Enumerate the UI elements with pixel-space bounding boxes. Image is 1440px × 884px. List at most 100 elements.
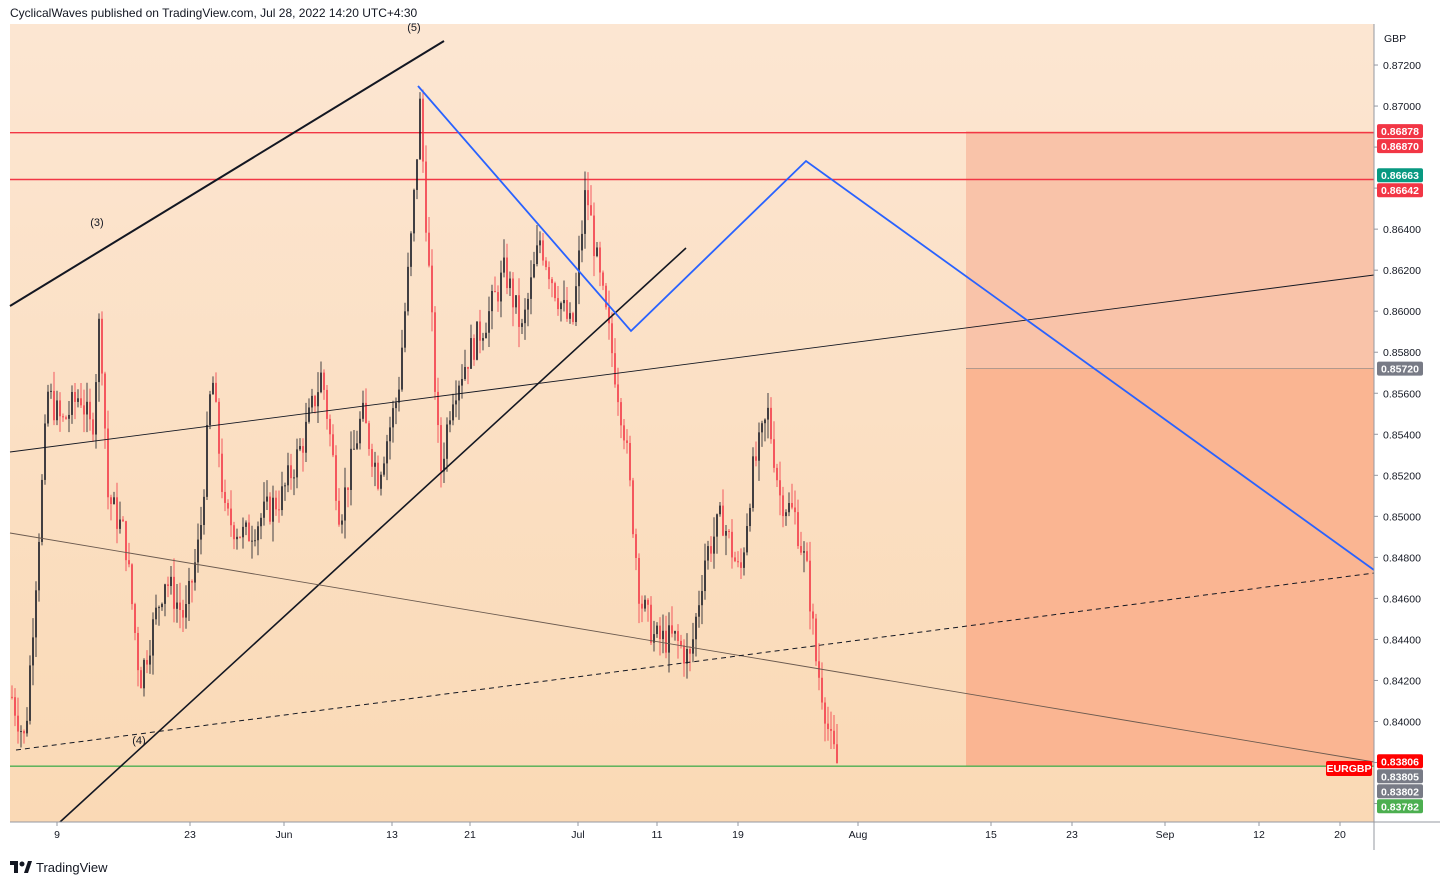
candle-down xyxy=(338,488,340,527)
candle-body xyxy=(449,420,451,425)
candle-body xyxy=(143,659,145,689)
candle-body xyxy=(314,395,316,407)
candle-body xyxy=(194,562,196,583)
candle-body xyxy=(110,497,112,505)
candle-down xyxy=(800,531,802,556)
candle-body xyxy=(164,584,166,604)
x-tick-label: 20 xyxy=(1334,829,1346,841)
candle-body xyxy=(680,640,682,646)
candle-body xyxy=(293,477,295,479)
x-tick-label: Aug xyxy=(849,829,868,841)
candle-body xyxy=(818,661,820,678)
candle-body xyxy=(755,456,757,461)
candle-down xyxy=(224,479,226,512)
candle-body xyxy=(716,514,718,537)
candle-up xyxy=(656,622,658,638)
price-badge: 0.86663 xyxy=(1377,168,1423,183)
candle-down xyxy=(773,421,775,473)
candle-up xyxy=(410,231,412,277)
candle-down xyxy=(794,490,796,525)
candle-down xyxy=(782,486,784,528)
candle-body xyxy=(416,159,418,190)
candle-body xyxy=(197,539,199,563)
candle-body xyxy=(203,496,205,526)
candle-down xyxy=(542,233,544,266)
candle-up xyxy=(113,491,115,505)
candle-up xyxy=(560,301,562,322)
price-badge-label: 0.83806 xyxy=(1381,756,1419,768)
candle-body xyxy=(221,453,223,492)
candle-body xyxy=(206,425,208,497)
x-tick-label: Jun xyxy=(276,829,293,841)
candle-down xyxy=(677,624,679,659)
candle-body xyxy=(419,98,421,160)
candle-down xyxy=(740,548,742,580)
candle-body xyxy=(491,290,493,312)
candle-body xyxy=(383,463,385,475)
candle-down xyxy=(641,595,643,623)
x-tick-label: 23 xyxy=(184,829,196,841)
candle-down xyxy=(617,367,619,416)
candle-down xyxy=(101,311,103,386)
price-badge-bg xyxy=(1377,784,1423,799)
candle-up xyxy=(212,376,214,395)
candle-down xyxy=(797,499,799,549)
candle-up xyxy=(482,332,484,351)
candle-up xyxy=(152,612,154,675)
candle-down xyxy=(626,429,628,454)
candle-body xyxy=(236,536,238,540)
eurgbp-chart[interactable]: (3)(4)(5) GBP0.872000.870000.868000.8660… xyxy=(0,0,1440,855)
candle-down xyxy=(770,397,772,444)
candle-up xyxy=(413,188,415,242)
candle-body xyxy=(347,487,349,490)
rising-trendline xyxy=(59,247,687,823)
candle-body xyxy=(83,405,85,415)
candle-down xyxy=(671,606,673,638)
price-badge-bg xyxy=(1377,183,1423,198)
candle-body xyxy=(278,509,280,511)
candle-body xyxy=(407,266,409,312)
candle-down xyxy=(737,551,739,568)
candle-body xyxy=(20,731,22,733)
candle-up xyxy=(500,260,502,318)
candle-up xyxy=(662,614,664,654)
y-tick-label: 0.86200 xyxy=(1383,265,1421,277)
candle-body xyxy=(386,441,388,464)
candle-body xyxy=(821,677,823,703)
candle-up xyxy=(392,400,394,443)
candle-body xyxy=(476,321,478,360)
candle-down xyxy=(53,371,55,426)
candle-up xyxy=(203,489,205,535)
candle-down xyxy=(755,441,757,467)
candle-body xyxy=(611,323,613,354)
candle-body xyxy=(50,390,52,392)
candle-body xyxy=(584,190,586,234)
candle-body xyxy=(395,402,397,409)
candle-body xyxy=(413,189,415,234)
candle-body xyxy=(185,604,187,618)
candle-body xyxy=(257,526,259,541)
candle-down xyxy=(191,579,193,603)
x-tick-label: 15 xyxy=(985,829,997,841)
candle-body xyxy=(566,300,568,319)
candle-body xyxy=(434,312,436,392)
x-tick-label: 9 xyxy=(54,829,60,841)
candle-up xyxy=(200,506,202,555)
candle-body xyxy=(710,546,712,554)
candle-up xyxy=(305,402,307,462)
candle-body xyxy=(155,607,157,620)
candle-up xyxy=(287,452,289,493)
candle-up xyxy=(176,583,178,623)
tradingview-footer[interactable]: TradingView xyxy=(10,858,108,876)
candle-down xyxy=(827,706,829,741)
candle-up xyxy=(293,469,295,496)
candle-down xyxy=(437,377,439,443)
candle-body xyxy=(707,546,709,561)
candle-body xyxy=(62,416,64,418)
candle-up xyxy=(188,567,190,622)
price-badge: 0.83805 xyxy=(1377,769,1423,784)
candle-body xyxy=(44,423,46,480)
wave-label-0: (3) xyxy=(90,217,103,229)
candle-down xyxy=(221,438,223,499)
candle-down xyxy=(233,521,235,550)
